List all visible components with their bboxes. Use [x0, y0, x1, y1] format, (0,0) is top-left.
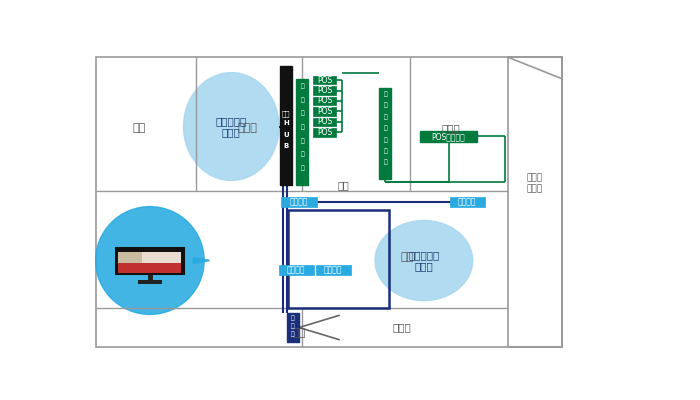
Bar [138, 280, 162, 284]
Text: メ: メ [291, 324, 295, 329]
Bar [118, 252, 181, 263]
Text: POS: POS [317, 118, 332, 126]
Text: ッ: ッ [384, 126, 387, 131]
Bar [313, 97, 336, 105]
Text: 端: 端 [384, 148, 387, 154]
Text: モニター: モニター [287, 265, 306, 274]
Text: ト: ト [384, 137, 387, 142]
Text: カ: カ [291, 316, 295, 321]
Bar [279, 265, 314, 275]
Text: バック
ヤード: バック ヤード [526, 174, 542, 193]
Text: ジ: ジ [300, 111, 304, 116]
Text: ジ: ジ [384, 114, 387, 120]
Text: 末: 末 [300, 165, 304, 171]
Text: POS: POS [317, 76, 332, 84]
Text: レ: レ [384, 103, 387, 108]
Text: 加工場: 加工場 [393, 322, 412, 332]
Bar [313, 128, 336, 137]
Bar [449, 197, 485, 207]
Text: H: H [284, 120, 289, 126]
Text: B: B [284, 143, 288, 149]
Text: 事務所: 事務所 [442, 123, 461, 133]
Text: レ: レ [300, 97, 304, 103]
Bar [281, 197, 316, 207]
Text: ラ: ラ [291, 332, 295, 337]
Text: POSサーバー: POSサーバー [432, 132, 466, 141]
Bar [508, 57, 562, 347]
Bar [116, 248, 183, 274]
Bar [288, 210, 388, 308]
Text: ク: ク [384, 92, 387, 97]
Bar [118, 252, 181, 272]
Polygon shape [193, 258, 209, 264]
Bar [96, 57, 562, 347]
Text: モニター: モニター [458, 198, 477, 206]
Bar [379, 88, 391, 179]
Text: POS: POS [317, 128, 332, 137]
Text: ト: ト [300, 138, 304, 144]
Bar [280, 66, 292, 185]
Bar [313, 118, 336, 126]
Text: レジ: レジ [337, 180, 349, 190]
Text: 店舗: 店舗 [401, 252, 414, 262]
Ellipse shape [96, 207, 204, 314]
Bar [313, 86, 336, 95]
Bar [296, 79, 308, 185]
Bar [313, 76, 336, 84]
Text: POS: POS [317, 107, 332, 116]
Text: POS: POS [317, 86, 332, 95]
Text: 集合: 集合 [282, 110, 290, 117]
Text: ッ: ッ [300, 124, 304, 130]
Bar [118, 252, 142, 263]
Text: U: U [284, 132, 289, 138]
Text: 売店: 売店 [132, 123, 146, 133]
Text: モニター: モニター [324, 265, 342, 274]
Text: ク: ク [300, 84, 304, 89]
Text: モニター: モニター [290, 198, 308, 206]
Ellipse shape [183, 73, 279, 180]
Text: POS: POS [317, 96, 332, 106]
Text: 端: 端 [300, 152, 304, 157]
Ellipse shape [375, 220, 473, 300]
Bar [287, 313, 299, 342]
Bar [313, 107, 336, 116]
Bar [316, 265, 351, 275]
Text: 駐車場: 駐車場 [237, 123, 258, 133]
Bar [420, 131, 477, 142]
Text: 防犯カメラ
で監視: 防犯カメラ で監視 [216, 116, 247, 137]
Text: 末: 末 [384, 160, 387, 165]
Text: 工場: 工場 [293, 328, 306, 338]
Text: 防犯カメラ
で監視: 防犯カメラ で監視 [408, 250, 440, 271]
